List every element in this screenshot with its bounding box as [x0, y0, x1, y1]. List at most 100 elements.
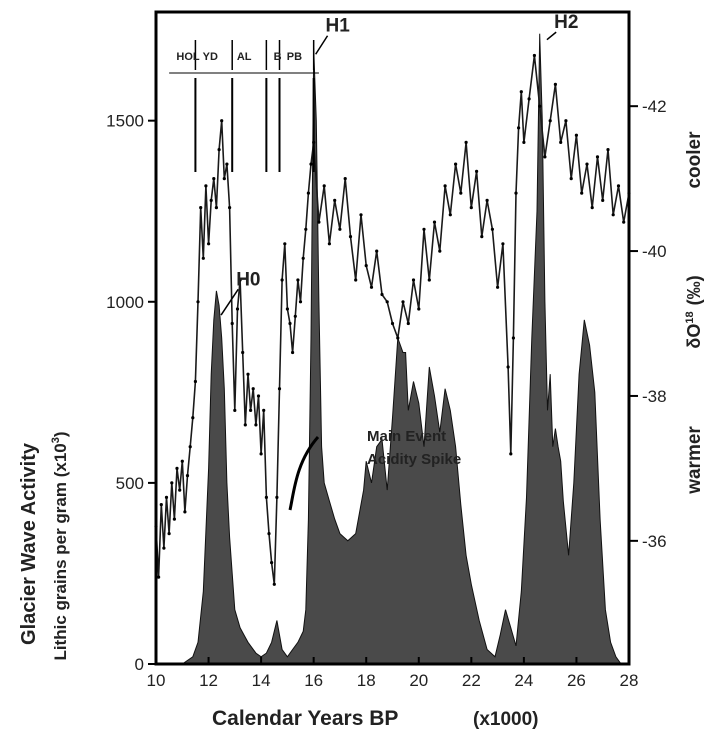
delta-o18-point — [191, 416, 195, 420]
delta-o18-point — [390, 321, 395, 326]
delta-o18-point — [422, 227, 426, 231]
delta-o18-point — [511, 336, 515, 340]
delta-o18-point — [359, 213, 363, 217]
y-axis-unit: (x10 — [51, 443, 70, 477]
x-tick-label: 20 — [409, 671, 428, 690]
delta-o18-point — [443, 184, 447, 188]
y-axis-unit-exponent: 3 — [50, 437, 62, 443]
delta-o18-point — [164, 495, 169, 499]
y2-warmer-label: warmer — [684, 426, 705, 495]
delta-o18-point — [220, 119, 224, 123]
delta-o18-point — [501, 242, 505, 246]
y2-tick-label: -40 — [642, 242, 667, 261]
delta-o18-point — [519, 90, 523, 94]
y-tick-label: 1000 — [106, 293, 144, 312]
delta-o18-point — [162, 546, 166, 550]
delta-o18-point — [411, 278, 416, 282]
delta-o18-point — [306, 191, 310, 195]
delta-o18-point — [180, 459, 184, 463]
delta-o18-point — [611, 213, 615, 217]
delta-o18-point — [585, 162, 589, 166]
y-axis-title: Glacier Wave Activity — [18, 442, 40, 645]
delta-o18-point — [553, 82, 558, 86]
delta-o18-point — [185, 474, 190, 478]
delta-o18-point — [157, 575, 161, 579]
delta-o18-point — [417, 307, 421, 311]
delta-o18-point — [277, 387, 282, 391]
delta-o18-point — [238, 278, 242, 282]
delta-o18-point — [214, 206, 218, 210]
delta-o18-point — [401, 300, 405, 304]
delta-o18-point — [201, 256, 205, 260]
delta-o18-point — [385, 300, 389, 304]
x-tick-label: 24 — [514, 671, 533, 690]
delta-o18-point — [256, 394, 261, 398]
delta-o18-point — [204, 184, 208, 188]
x-axis-title: Calendar Years BP — [212, 707, 398, 730]
delta-o18-point — [532, 53, 537, 58]
delta-o18-point — [490, 227, 494, 231]
y-tick-label: 1500 — [106, 112, 144, 131]
delta-o18-point — [217, 148, 221, 152]
delta-o18-line — [155, 54, 630, 586]
x-tick-label: 18 — [357, 671, 376, 690]
delta-o18-point — [622, 220, 626, 224]
y-axis-left: 0 500 1000 1500 — [106, 112, 156, 674]
delta-o18-point — [275, 495, 279, 499]
x-tick-label: 26 — [567, 671, 586, 690]
delta-o18-point — [254, 423, 258, 427]
event-labels: H0 H1 H2 — [220, 12, 578, 316]
y-axis-right: -36 -38 -40 -42 — [629, 97, 667, 551]
delta-o18-point — [369, 285, 374, 289]
y2-tick-label: -36 — [642, 532, 667, 551]
period-label: B — [274, 51, 282, 63]
event-label: H2 — [554, 12, 578, 33]
event-leader-line — [315, 35, 329, 55]
event-label: H0 — [236, 269, 260, 290]
delta-o18-point — [454, 162, 458, 166]
delta-o18-point — [222, 177, 226, 181]
period-label: PB — [287, 51, 302, 63]
x-tick-label: 10 — [147, 671, 166, 690]
delta-o18-point — [199, 206, 203, 210]
y2-axis-sup: 18 — [684, 311, 696, 323]
delta-o18-point — [590, 206, 594, 210]
delta-o18-point — [159, 503, 163, 507]
delta-o18-point — [438, 249, 442, 253]
x-tick-label: 14 — [252, 671, 271, 690]
delta-o18-point — [309, 162, 313, 166]
delta-o18-point — [601, 198, 605, 202]
delta-o18-point — [301, 256, 305, 260]
delta-o18-point — [595, 155, 600, 159]
annotation-line-1: Main Event — [367, 428, 446, 445]
delta-o18-point — [469, 206, 473, 210]
period-label: AL — [237, 51, 252, 63]
y2-axis-prefix: δO — [684, 324, 704, 349]
delta-o18-point — [241, 350, 245, 355]
period-label: HOL — [176, 51, 200, 63]
period-label: YD — [203, 51, 218, 63]
delta-o18-point — [249, 408, 253, 412]
delta-o18-point — [380, 292, 384, 297]
delta-o18-point — [485, 198, 489, 202]
delta-o18-point — [193, 379, 197, 384]
delta-o18-point — [188, 445, 192, 449]
delta-o18-point — [475, 169, 479, 173]
annotation-arrow — [288, 436, 320, 511]
delta-o18-point — [280, 278, 284, 282]
delta-o18-point — [264, 495, 268, 499]
delta-o18-point — [427, 278, 431, 282]
plot-frame — [154, 10, 631, 666]
delta-o18-point — [291, 350, 295, 355]
delta-o18-point — [364, 264, 368, 268]
y-axis-label: Lithic grains per gram — [51, 482, 70, 661]
lithic-grains-area — [156, 33, 629, 665]
x-axis-unit: (x1000) — [473, 709, 539, 730]
delta-o18-point — [517, 126, 521, 130]
y-tick-label: 500 — [116, 474, 144, 493]
delta-o18-point — [270, 561, 274, 565]
delta-o18-point — [207, 242, 211, 246]
delta-o18-point — [459, 191, 463, 195]
delta-o18-point — [514, 191, 518, 195]
y2-tick-label: -42 — [642, 97, 667, 116]
